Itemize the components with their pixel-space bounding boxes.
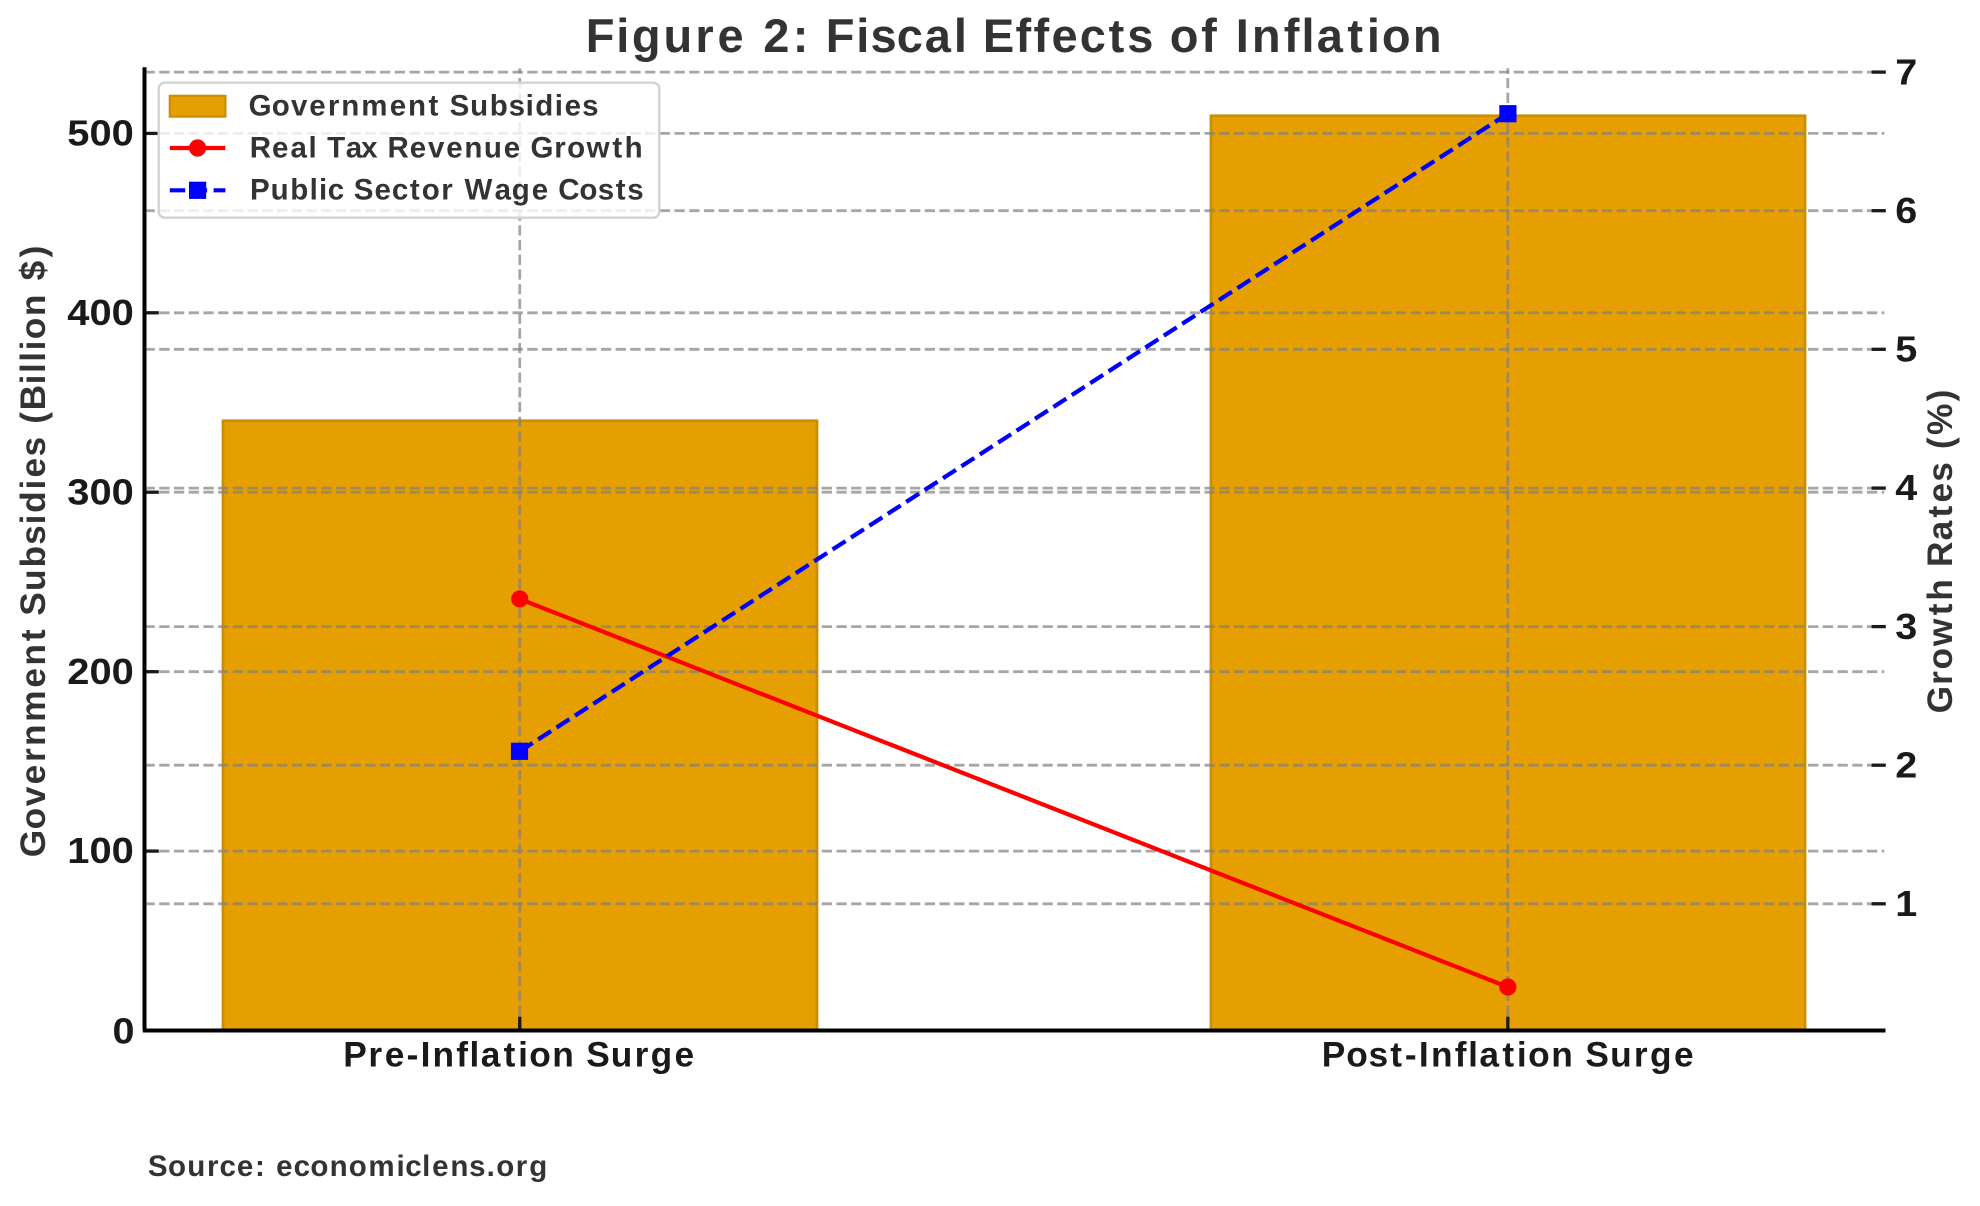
svg-text:400: 400	[67, 293, 134, 333]
svg-text:5: 5	[1895, 330, 1917, 370]
svg-text:Real Tax Revenue Growth: Real Tax Revenue Growth	[250, 132, 643, 165]
svg-text:500: 500	[67, 114, 134, 154]
svg-text:Source: economiclens.org: Source: economiclens.org	[148, 1150, 547, 1183]
svg-text:Public Sector Wage Costs: Public Sector Wage Costs	[250, 174, 644, 207]
svg-text:Growth Rates (%): Growth Rates (%)	[1921, 390, 1960, 714]
svg-text:1: 1	[1895, 884, 1917, 924]
svg-text:6: 6	[1895, 191, 1917, 231]
svg-text:7: 7	[1895, 52, 1917, 92]
svg-text:300: 300	[67, 472, 134, 512]
svg-text:100: 100	[67, 831, 134, 871]
svg-text:200: 200	[67, 652, 134, 692]
svg-text:4: 4	[1895, 468, 1917, 508]
svg-text:Government Subsidies (Billion: Government Subsidies (Billion $)	[14, 246, 53, 858]
svg-text:0: 0	[113, 1011, 135, 1051]
svg-text:Government Subsidies: Government Subsidies	[249, 90, 599, 123]
svg-text:Figure 2: Fiscal Effects of In: Figure 2: Fiscal Effects of Inflation	[586, 9, 1442, 62]
svg-text:3: 3	[1895, 607, 1917, 647]
svg-text:Post-Inflation Surge: Post-Inflation Surge	[1322, 1036, 1694, 1075]
svg-text:2: 2	[1895, 745, 1917, 785]
svg-text:Pre-Inflation Surge: Pre-Inflation Surge	[343, 1036, 694, 1075]
